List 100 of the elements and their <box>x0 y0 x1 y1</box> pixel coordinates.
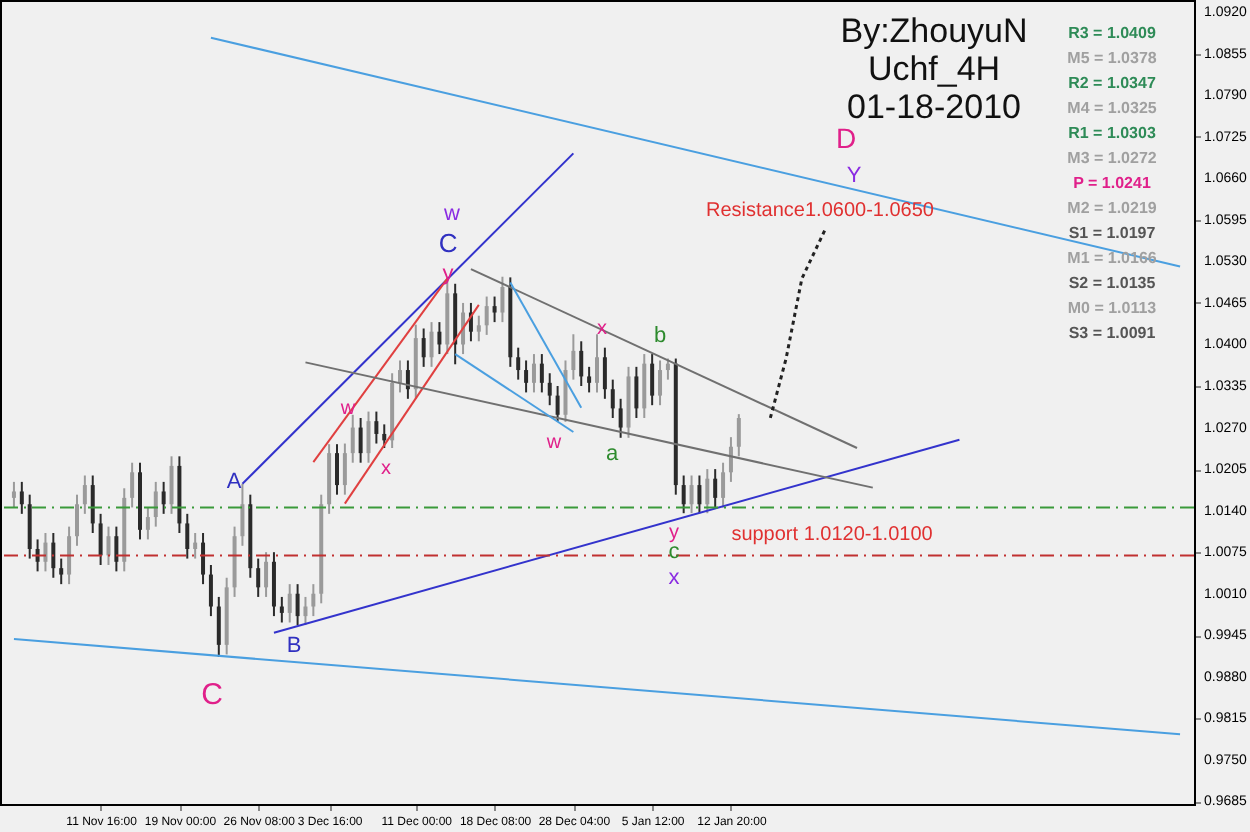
candlestick <box>161 480 166 515</box>
candlestick <box>342 442 347 496</box>
candlestick <box>303 595 308 627</box>
text: By:ZhouyuN Uchf_4H 01-18-2010 <box>840 12 1028 126</box>
candlestick <box>681 474 686 515</box>
annotation: S1 = 1.0197 <box>1068 224 1157 242</box>
candlestick <box>67 525 72 586</box>
candlestick <box>271 551 276 618</box>
annotation: M0 = 1.0113 <box>1067 299 1158 317</box>
annotation: S3 = 1.0091 <box>1068 324 1157 342</box>
candlestick <box>713 468 718 509</box>
candlestick <box>571 333 576 381</box>
annotation: D <box>835 122 857 154</box>
candlestick <box>82 474 87 515</box>
candlestick <box>98 512 103 566</box>
candlestick <box>74 493 79 547</box>
candlestick <box>516 346 521 381</box>
candlestick <box>642 353 647 419</box>
candlestick <box>240 482 245 547</box>
candlestick <box>11 480 16 509</box>
annotation: C <box>438 228 458 258</box>
candlestick <box>547 372 552 407</box>
candlestick <box>531 353 536 394</box>
annotation: c <box>668 540 681 564</box>
annotation: support 1.0120-1.0100 <box>731 524 934 546</box>
candlestick <box>500 275 505 324</box>
candlestick <box>295 583 300 627</box>
candlestick <box>358 416 363 464</box>
annotation: B <box>286 634 302 658</box>
candlestick <box>665 357 670 381</box>
candlestick <box>728 436 733 483</box>
candlestick <box>658 359 663 407</box>
candlestick <box>51 532 56 579</box>
candlestick <box>130 461 135 509</box>
candlestick <box>579 340 584 388</box>
annotation: R3 = 1.0409 <box>1068 24 1157 42</box>
candlestick <box>634 365 639 419</box>
annotation: a <box>605 442 620 466</box>
annotation: y <box>669 522 679 544</box>
annotation: b <box>653 324 667 348</box>
candlestick <box>429 321 434 368</box>
candlestick <box>421 327 426 368</box>
candlestick <box>185 512 190 560</box>
candlestick <box>524 359 529 394</box>
candlestick <box>721 461 726 509</box>
annotation: w <box>544 432 563 454</box>
candlestick <box>555 385 560 423</box>
candlestick <box>106 525 111 566</box>
candlestick <box>476 314 481 343</box>
candlestick <box>334 443 339 496</box>
candlestick <box>382 423 387 450</box>
candlestick <box>19 480 24 515</box>
candlestick <box>697 474 702 515</box>
candlestick <box>311 583 316 618</box>
candlestick <box>264 551 269 598</box>
candlestick <box>492 295 497 324</box>
annotation: Y <box>846 164 863 188</box>
candlestick <box>437 321 442 356</box>
annotation: S2 = 1.0135 <box>1068 274 1157 292</box>
candlestick <box>587 365 592 394</box>
candlestick <box>618 397 623 439</box>
candlestick <box>145 506 150 541</box>
candlestick <box>366 410 371 464</box>
candlestick <box>350 413 355 464</box>
candlestick <box>736 413 741 458</box>
candlestick <box>563 359 568 423</box>
candlestick <box>595 333 599 394</box>
annotation: M4 = 1.0325 <box>1067 99 1158 117</box>
annotation: x <box>668 566 681 590</box>
candlestick <box>287 583 292 624</box>
annotation: P = 1.0241 <box>1073 174 1152 192</box>
candlestick <box>256 557 261 598</box>
candlestick <box>153 480 158 528</box>
annotation: x <box>381 458 391 480</box>
annotation: Resistance1.0600-1.0650 <box>706 200 935 222</box>
candlestick <box>216 595 221 658</box>
candlestick <box>201 532 206 586</box>
candlestick <box>169 455 174 515</box>
candlestick <box>279 595 284 624</box>
candlestick <box>610 378 615 419</box>
candlestick <box>705 468 710 515</box>
annotation: M3 = 1.0272 <box>1067 149 1158 167</box>
candlestick <box>90 474 95 535</box>
candlestick <box>398 359 403 394</box>
candlestick <box>208 563 213 618</box>
candlestick <box>650 353 655 407</box>
annotation: A <box>226 470 243 494</box>
candlestick <box>114 525 119 573</box>
annotation: R2 = 1.0347 <box>1068 74 1157 92</box>
candlestick <box>193 532 198 560</box>
annotation: R1 = 1.0303 <box>1068 124 1157 142</box>
candlestick <box>59 557 64 586</box>
candlestick <box>43 532 48 573</box>
annotation: M2 = 1.0219 <box>1067 199 1158 217</box>
candlestick <box>374 410 379 445</box>
candlestick <box>27 493 32 560</box>
candlestick <box>539 353 544 394</box>
candlestick <box>602 346 607 400</box>
annotation: w <box>442 202 461 226</box>
candlestick <box>484 295 489 336</box>
